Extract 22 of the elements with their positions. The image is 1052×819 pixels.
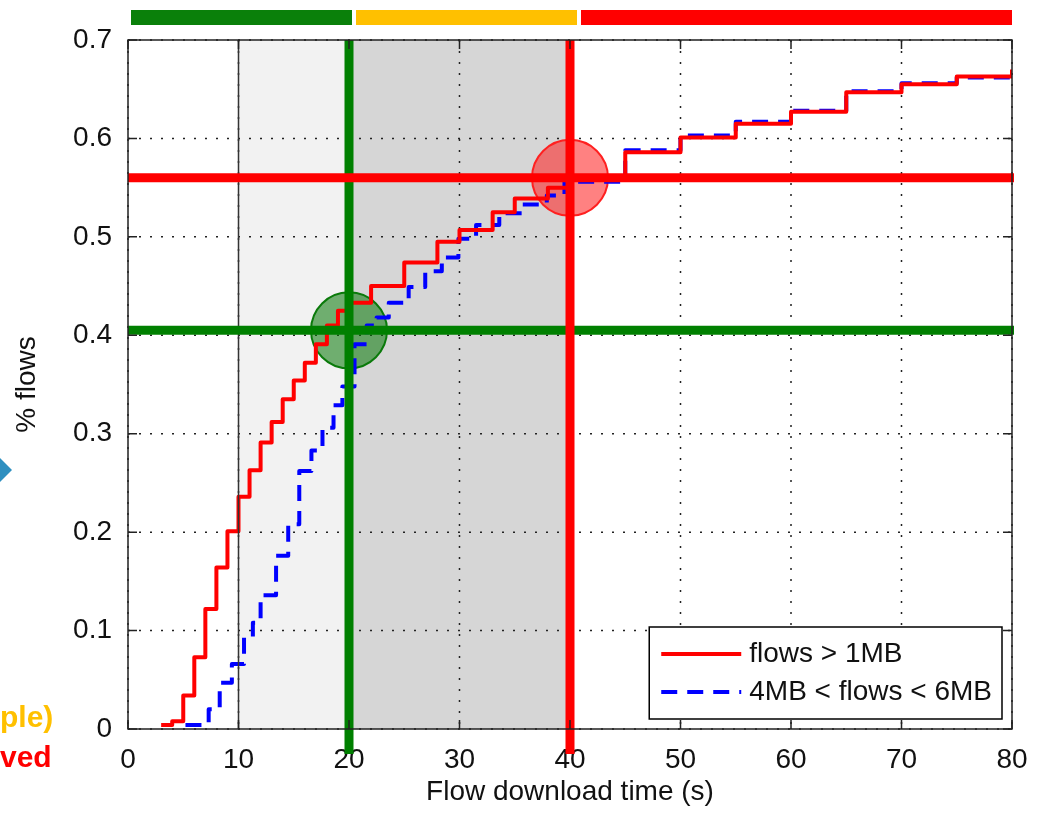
y-tick-label: 0.3 (73, 416, 112, 448)
x-tick-label: 70 (885, 742, 918, 774)
x-tick-label: 50 (664, 742, 697, 774)
x-tick-label: 80 (996, 742, 1028, 774)
y-tick-label: 0 (96, 711, 112, 743)
y-tick-label: 0.4 (73, 318, 112, 349)
y-tick-label: 0.6 (73, 121, 112, 153)
x-tick-label: 0 (120, 742, 136, 774)
legend-label: flows > 1MB (749, 636, 903, 668)
x-tick-label: 40 (554, 742, 586, 774)
text: ple) (0, 700, 54, 734)
y-tick-label: 0.2 (73, 514, 112, 546)
x-axis-title: Flow download time (s) (426, 774, 714, 806)
y-tick-label: 0.5 (73, 219, 112, 251)
x-tick-label: 30 (443, 742, 476, 774)
y-tick-label: 0.7 (73, 22, 112, 54)
x-tick-label: 10 (222, 742, 255, 774)
legend-label: 4MB < flows < 6MB (749, 674, 993, 706)
text: ved (0, 740, 52, 774)
x-tick-label: 60 (775, 742, 807, 774)
y-tick-label: 0.1 (73, 613, 112, 645)
y-axis-title: % flows (9, 336, 41, 433)
